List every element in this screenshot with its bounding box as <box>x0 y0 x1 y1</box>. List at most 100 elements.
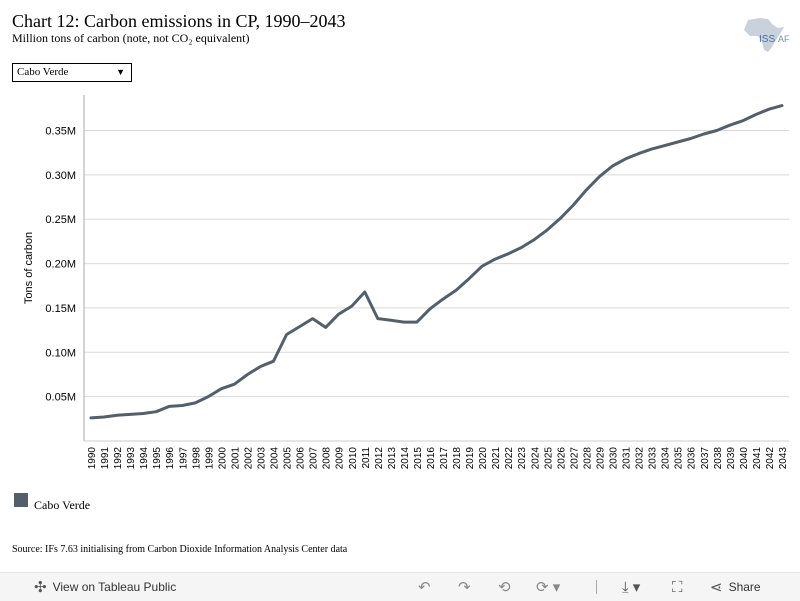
data-point <box>246 373 249 376</box>
data-point <box>324 326 327 329</box>
view-on-tableau-button[interactable]: ✣ View on Tableau Public <box>34 573 176 601</box>
y-tick-labels: 0.05M 0.10M 0.15M 0.20M 0.25M 0.30M 0.35M <box>45 125 76 403</box>
x-tick-label: 2011 <box>361 447 372 469</box>
toolbar-separator <box>596 580 597 594</box>
data-point <box>676 141 679 143</box>
x-tick-label: 2042 <box>765 447 776 470</box>
x-tick-label: 2000 <box>217 447 228 470</box>
data-point <box>377 317 379 320</box>
x-tick-label: 2038 <box>713 447 724 470</box>
data-point <box>259 365 262 368</box>
data-point <box>585 189 588 191</box>
x-tick-label: 2043 <box>778 447 789 470</box>
data-point <box>155 410 157 413</box>
x-tick-label: 2007 <box>309 447 320 470</box>
africa-map-icon: ISS AF <box>744 18 790 52</box>
data-point <box>390 319 392 322</box>
x-tick-label: 1991 <box>100 447 111 470</box>
x-tick-label: 2002 <box>243 447 254 470</box>
x-tick-label: 2004 <box>270 447 281 470</box>
x-tick-label: 2023 <box>517 447 528 470</box>
y-tick-label: 0.05M <box>45 392 76 404</box>
fullscreen-button[interactable]: ⛶ <box>672 573 683 601</box>
x-tick-label: 2027 <box>569 447 580 470</box>
data-point <box>729 124 731 126</box>
x-tick-label: 2015 <box>413 447 424 470</box>
data-point <box>702 133 705 135</box>
x-tick-label: 2013 <box>387 447 398 470</box>
x-tick-label: 2020 <box>478 447 489 470</box>
data-point <box>142 412 144 415</box>
source-note: Source: IFs 7.63 initialising from Carbo… <box>12 544 348 555</box>
data-point <box>481 265 483 268</box>
data-point <box>337 313 340 315</box>
data-point <box>429 308 431 310</box>
data-point <box>311 317 314 320</box>
x-tick-labels: 1990 1991 1992 1993 1994 1995 1996 1997 1998 1999… <box>87 447 789 470</box>
view-on-tableau-label: View on Tableau Public <box>52 580 177 594</box>
x-tick-label: 2033 <box>648 447 659 470</box>
data-point <box>598 175 601 178</box>
x-tick-label: 1997 <box>178 447 189 470</box>
x-tick-label: 2009 <box>335 447 346 470</box>
series-cabo-verde <box>89 104 784 420</box>
x-tick-label: 2032 <box>635 447 646 470</box>
data-point <box>103 416 105 418</box>
data-point <box>650 148 653 150</box>
logo-text-right: AF <box>778 34 790 44</box>
revert-button[interactable]: ⟲ <box>498 573 511 601</box>
gridlines <box>84 129 789 398</box>
x-tick-label: 1995 <box>152 447 163 470</box>
share-label: Share <box>728 580 761 594</box>
tableau-toolbar: ✣ View on Tableau Public ↶ ↷ ⟲ ⟳ ▾ ⤓ ▾ ⛶… <box>0 572 800 601</box>
data-point <box>350 305 353 307</box>
undo-button[interactable]: ↶ <box>418 573 431 601</box>
y-tick-label: 0.10M <box>45 347 76 359</box>
x-tick-label: 2030 <box>609 447 620 470</box>
redo-button[interactable]: ↷ <box>458 573 471 601</box>
data-point <box>533 238 536 241</box>
country-filter-value: Cabo Verde <box>17 66 69 78</box>
x-tick-label: 2006 <box>296 447 307 470</box>
y-axis-label: Tons of carbon <box>23 232 35 304</box>
x-tick-label: 2037 <box>700 447 711 470</box>
y-tick-label: 0.35M <box>45 125 76 137</box>
download-button[interactable]: ⤓ ▾ <box>622 573 640 601</box>
x-tick-label: 2040 <box>739 447 750 470</box>
iss-logo: ISS AF <box>738 14 790 54</box>
refresh-icon: ⟳ ▾ <box>536 579 561 596</box>
x-tick-label: 2001 <box>230 447 241 470</box>
logo-text-left: ISS <box>759 34 775 45</box>
x-tick-label: 2039 <box>726 447 737 470</box>
x-tick-label: 2017 <box>439 447 450 470</box>
data-point <box>194 402 197 404</box>
x-tick-label: 2003 <box>256 447 267 470</box>
data-point <box>285 333 288 336</box>
redo-icon: ↷ <box>458 579 471 596</box>
tableau-logo-icon: ✣ <box>34 579 47 596</box>
data-point <box>716 129 718 132</box>
x-tick-label: 2005 <box>283 447 294 470</box>
data-point <box>689 137 692 140</box>
country-filter-dropdown[interactable]: Cabo Verde ▼ <box>12 63 132 82</box>
data-point <box>494 258 496 260</box>
x-tick-label: 2029 <box>595 447 606 470</box>
y-tick-label: 0.15M <box>45 303 76 315</box>
x-tick-label: 2016 <box>426 447 437 470</box>
data-point <box>90 417 92 419</box>
x-tick-label: 1996 <box>165 447 176 470</box>
x-tick-label: 2008 <box>322 447 333 470</box>
download-icon: ⤓ ▾ <box>622 579 641 596</box>
refresh-button[interactable]: ⟳ ▾ <box>536 573 560 601</box>
data-point <box>546 229 549 231</box>
data-point <box>416 321 418 323</box>
data-point <box>507 253 510 255</box>
data-point <box>520 246 523 249</box>
x-tick-label: 1993 <box>126 447 137 470</box>
share-button[interactable]: ⋖ Share <box>710 573 761 601</box>
data-point <box>272 360 275 362</box>
undo-icon: ↶ <box>418 579 431 596</box>
x-tick-label: 2018 <box>452 447 463 470</box>
y-tick-label: 0.30M <box>45 170 76 182</box>
x-tick-label: 1994 <box>139 447 150 470</box>
